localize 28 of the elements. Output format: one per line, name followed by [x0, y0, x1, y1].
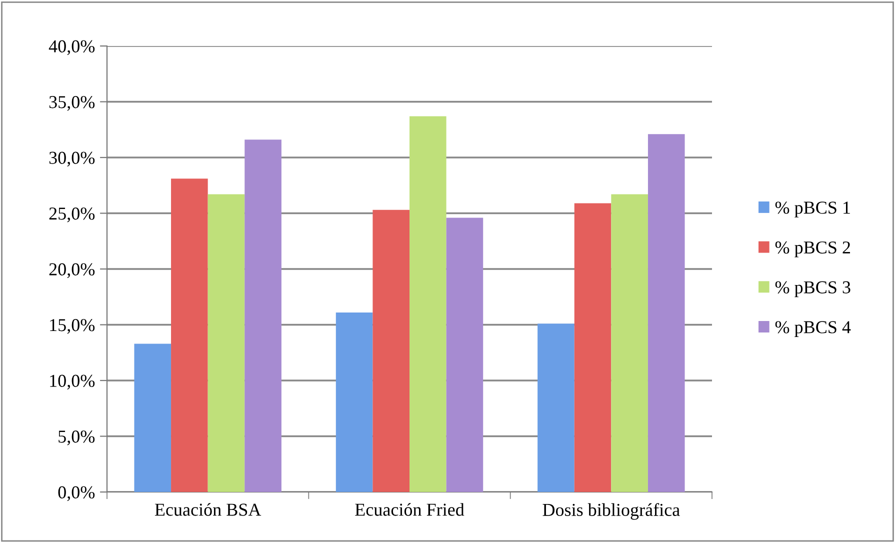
- bar: [648, 134, 685, 492]
- bar: [574, 203, 612, 492]
- legend-label: % pBCS 1: [775, 202, 850, 218]
- y-tick-label: 40,0%: [48, 40, 95, 56]
- legend-label: % pBCS 3: [775, 281, 850, 298]
- y-tick-label: 10,0%: [50, 374, 95, 390]
- x-tick-label: Ecuación BSA: [154, 503, 262, 516]
- bar: [208, 194, 245, 492]
- legend-label: % pBCS 2: [775, 241, 850, 258]
- y-tick-label: 25,0%: [49, 208, 95, 222]
- x-tick-label: Dosis bibliográfica: [542, 503, 680, 520]
- bar: [446, 218, 484, 492]
- y-tick-label: 35,0%: [49, 96, 95, 111]
- y-tick-label: 15,0%: [50, 319, 95, 334]
- bar: [171, 178, 208, 492]
- legend-label: % pBCS 4: [775, 321, 851, 337]
- y-tick-label: 30,0%: [49, 152, 95, 167]
- bar: [538, 324, 574, 492]
- bar: [244, 140, 282, 492]
- bar: [611, 194, 648, 492]
- bar: [372, 210, 410, 492]
- y-tick-label: 0,0%: [58, 486, 95, 502]
- bar: [134, 344, 172, 492]
- x-tick-label: Ecuación Fried: [355, 503, 464, 516]
- bar: [410, 116, 446, 492]
- bar: [336, 312, 373, 492]
- y-tick-label: 5,0%: [58, 430, 95, 446]
- y-tick-label: 20,0%: [49, 263, 95, 278]
